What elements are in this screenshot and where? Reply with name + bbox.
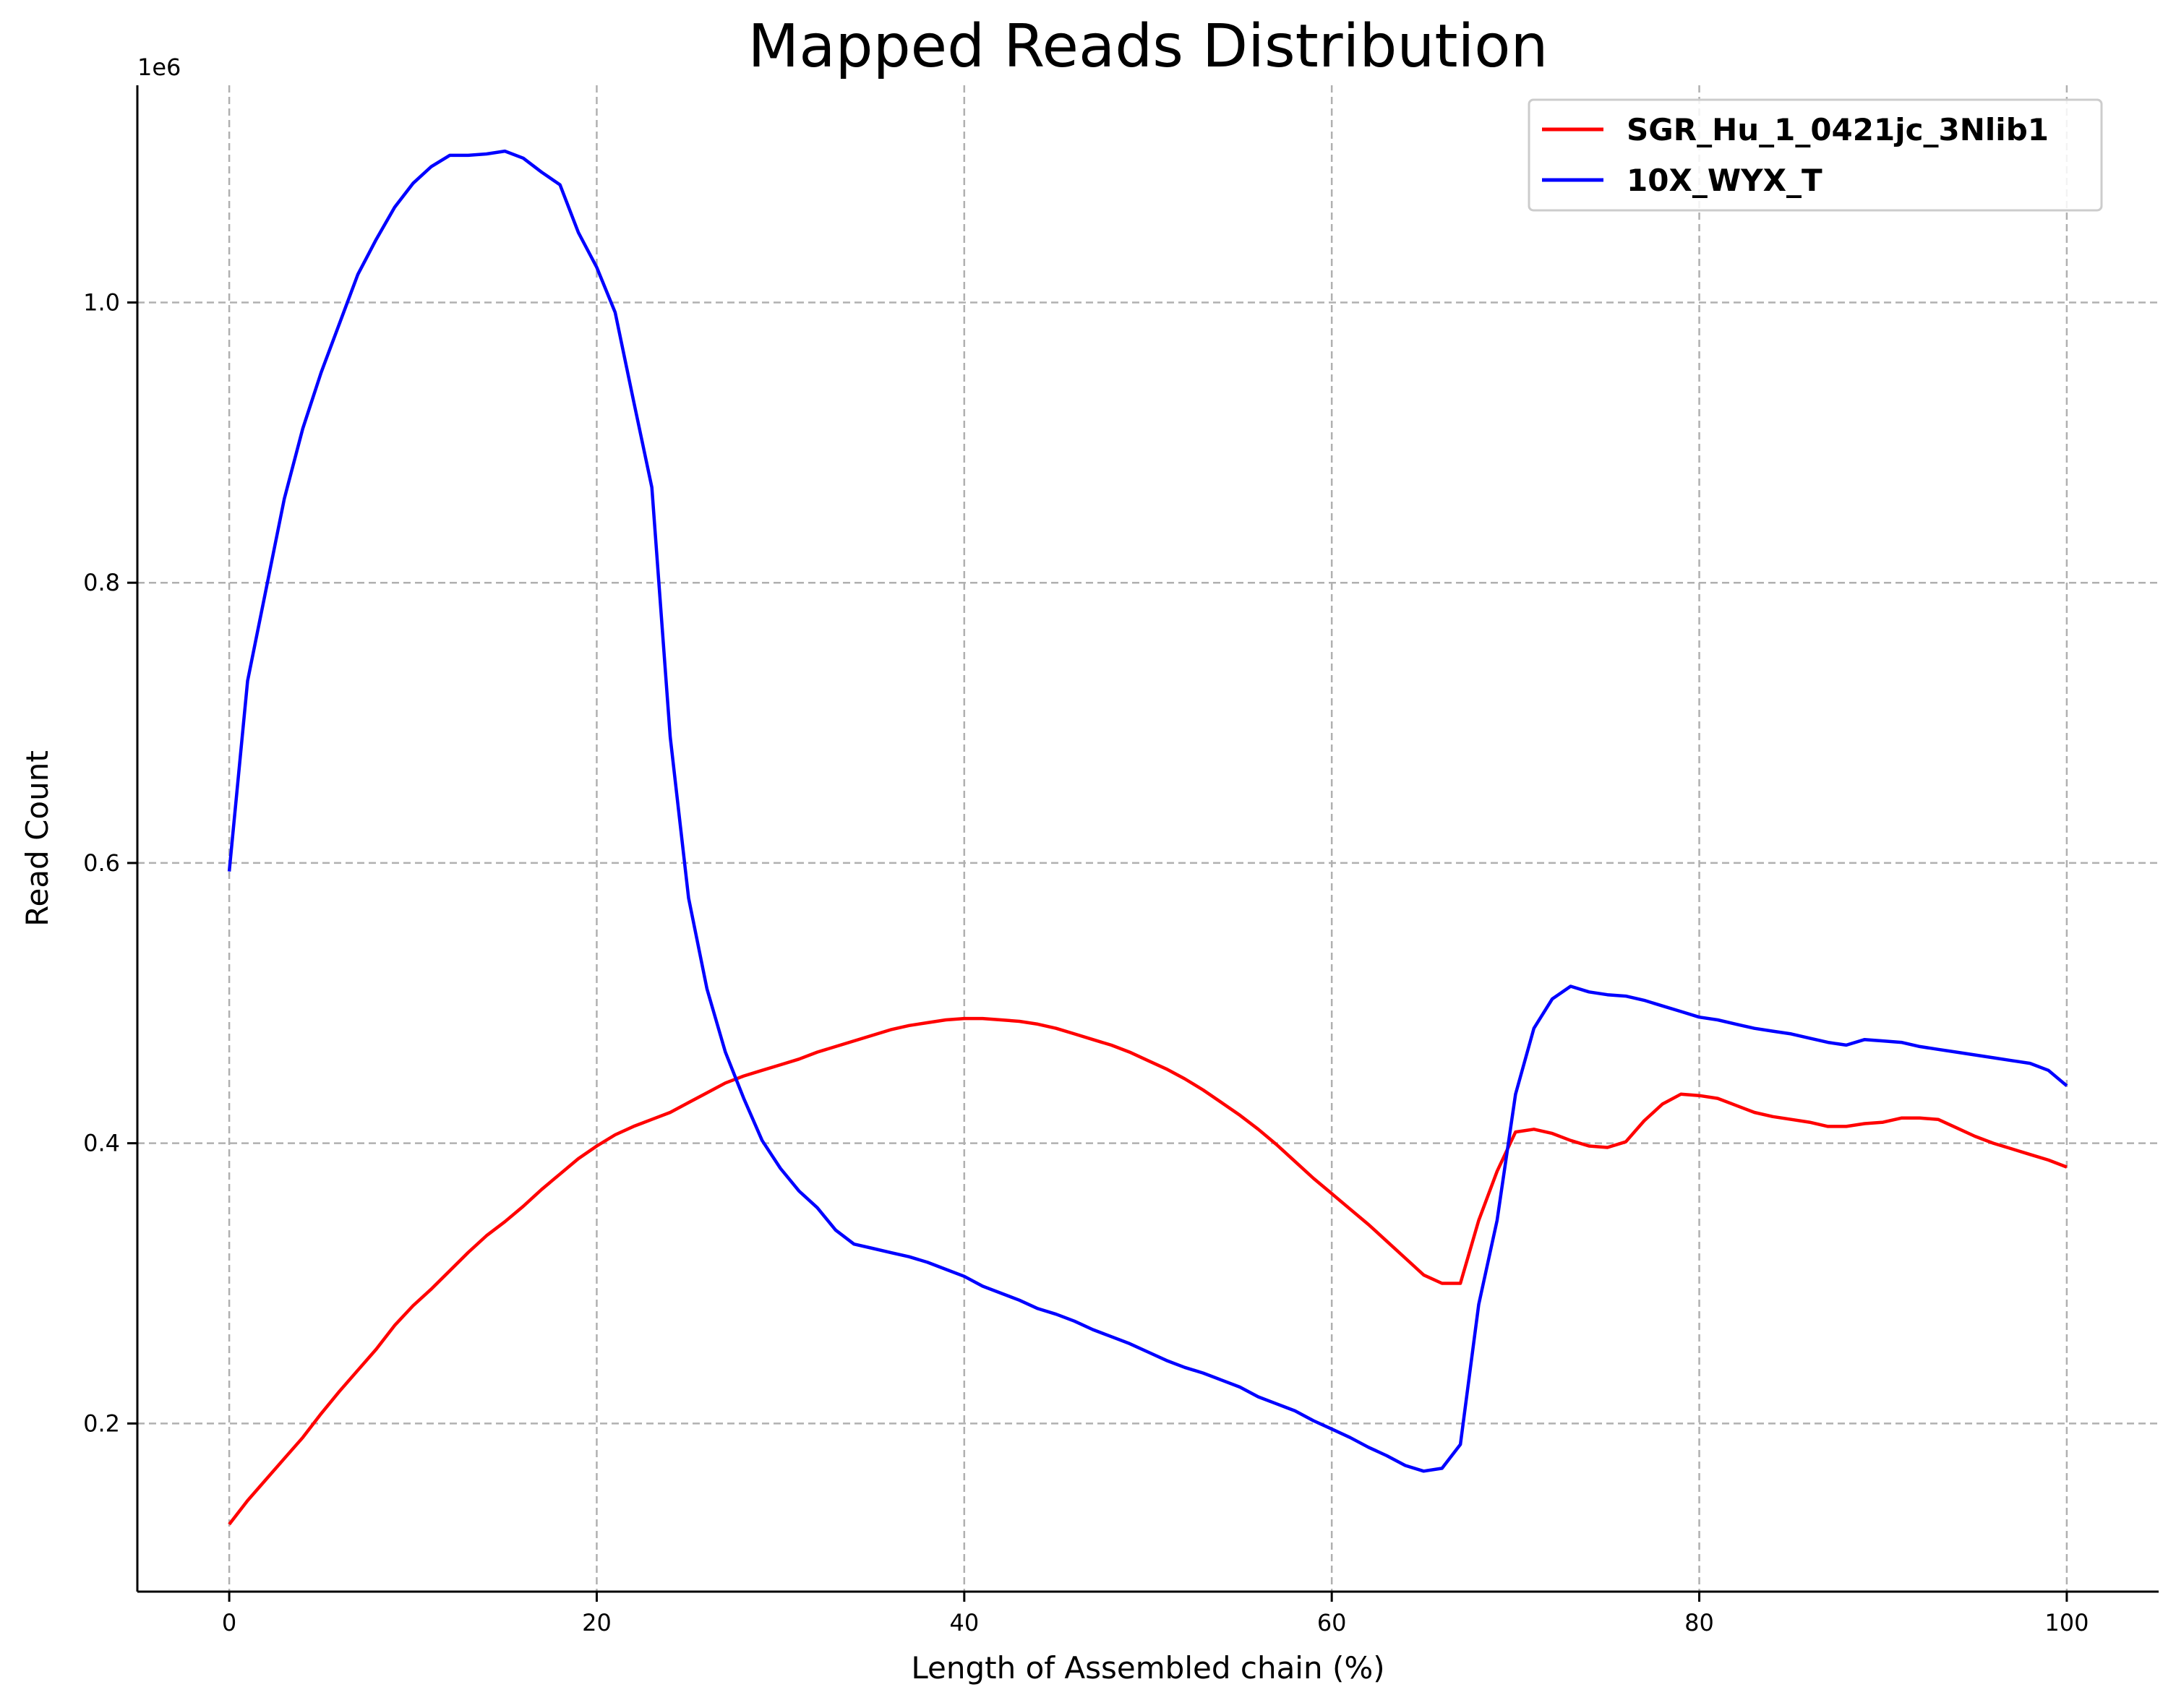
series-line-1 — [228, 1016, 2068, 1526]
x-tick-label: 60 — [1317, 1609, 1347, 1636]
y-axis-label: Read Count — [20, 750, 55, 927]
x-tick-label: 40 — [949, 1609, 979, 1636]
y-offset-label: 1e6 — [137, 53, 181, 81]
x-tick-label: 20 — [582, 1609, 612, 1636]
x-tick-label: 100 — [2044, 1609, 2089, 1636]
legend-label-series-2: 10X_WYX_T — [1627, 163, 1822, 198]
y-tick-label: 1.0 — [83, 288, 120, 316]
x-tick-label: 0 — [222, 1609, 236, 1636]
y-tick-label: 0.8 — [83, 569, 120, 596]
y-tick-label: 0.2 — [83, 1409, 120, 1437]
x-axis-label: Length of Assembled chain (%) — [911, 1650, 1384, 1686]
series-lines — [227, 149, 2068, 1526]
chart-title: Mapped Reads Distribution — [748, 12, 1549, 81]
y-axis-ticks: 0.2 0.4 0.6 0.8 1.0 — [83, 288, 137, 1437]
y-tick-label: 0.4 — [83, 1130, 120, 1157]
x-axis-ticks: 0 20 40 60 80 100 — [222, 1592, 2089, 1636]
x-tick-label: 80 — [1684, 1609, 1714, 1636]
y-tick-label: 0.6 — [83, 849, 120, 877]
axes — [136, 85, 2159, 1593]
legend-box — [1528, 98, 2103, 212]
legend-label-series-1: SGR_Hu_1_0421jc_3Nlib1 — [1627, 112, 2049, 147]
series-line-2 — [227, 149, 2068, 1473]
legend: SGR_Hu_1_0421jc_3Nlib1 10X_WYX_T — [1528, 98, 2103, 212]
grid-lines — [137, 85, 2159, 1592]
